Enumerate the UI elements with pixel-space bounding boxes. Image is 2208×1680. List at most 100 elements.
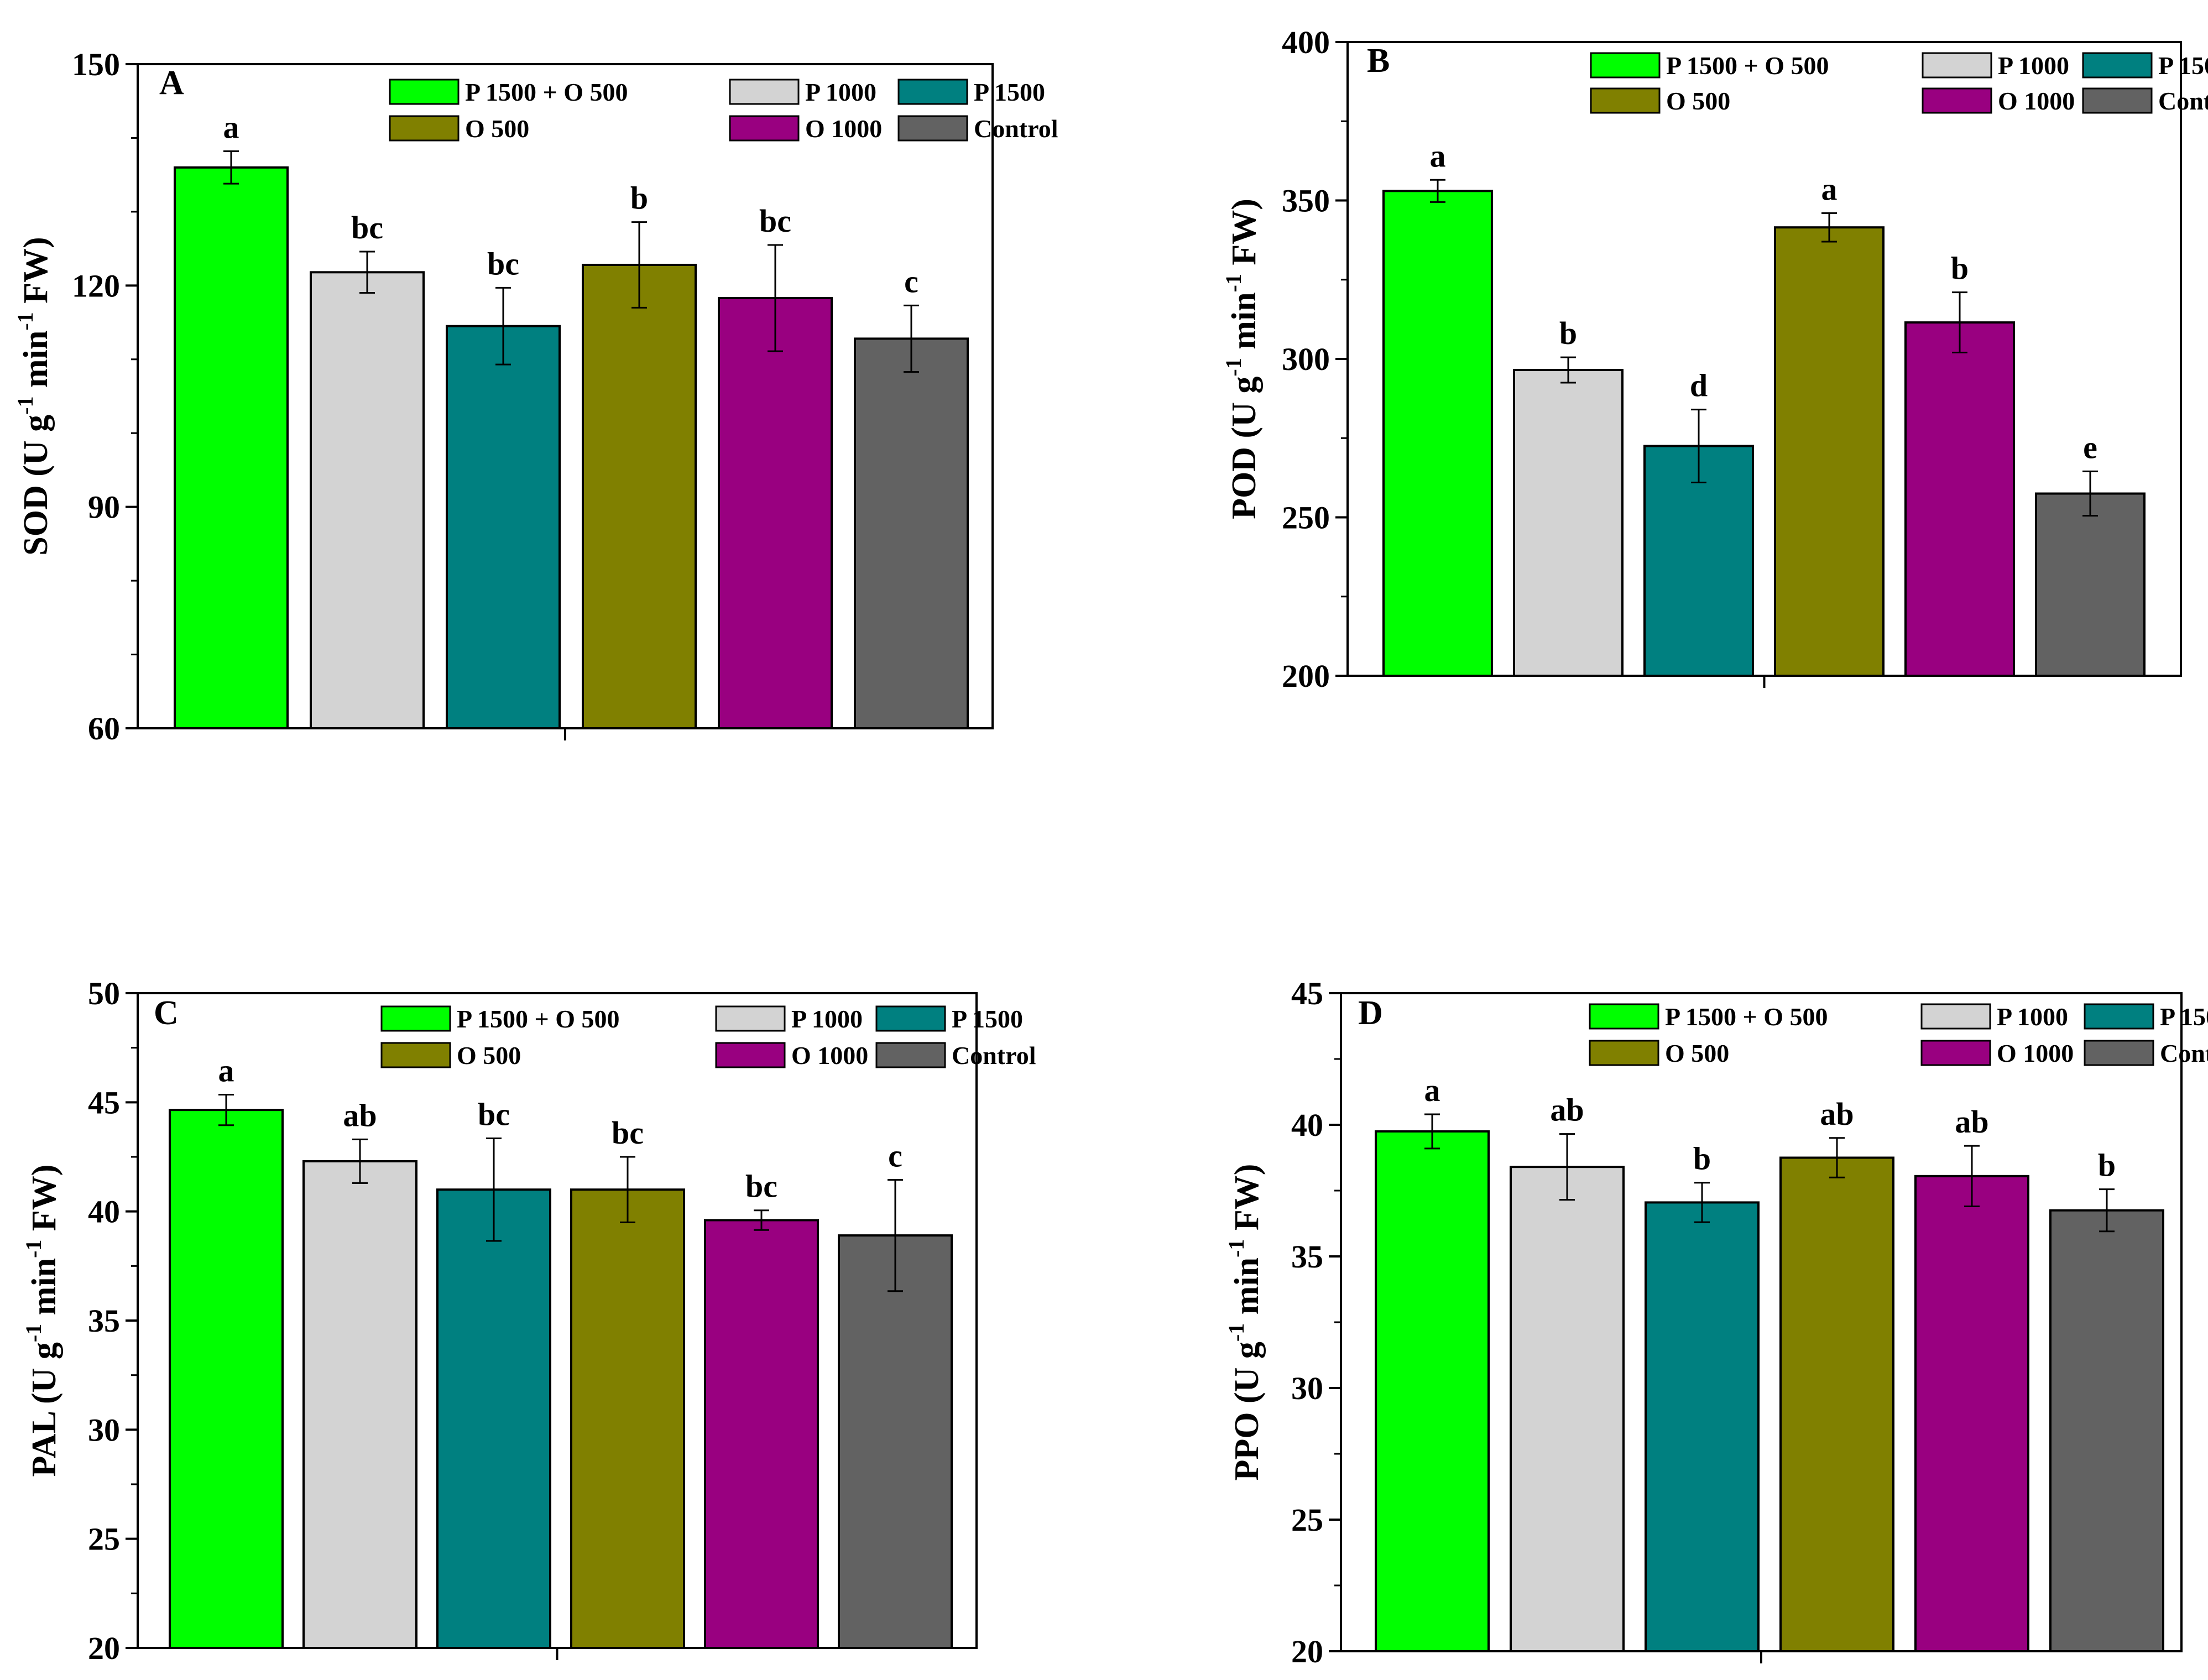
bar-o-1000 [718, 297, 833, 729]
error-bar-p-1500 [486, 1137, 502, 1242]
legend-swatch-o-500 [380, 1042, 451, 1068]
y-tick-label: 25 [1291, 1502, 1323, 1538]
legend-label-p-1500-o-500: P 1500 + O 500 [457, 1005, 620, 1033]
legend-b: P 1500 + O 500 P 1000 P 1500 O 500 O 1000 Con… [1590, 51, 2208, 115]
y-tick-label: 45 [88, 1084, 120, 1120]
legend-label-p-1500-o-500: P 1500 + O 500 [1665, 1003, 1828, 1031]
bar-o-500 [582, 263, 697, 730]
legend-label-o-500: O 500 [1666, 87, 1730, 115]
legend-swatch-p-1500-o-500 [1590, 52, 1661, 79]
y-tick-label: 20 [88, 1630, 120, 1666]
legend-swatch-p-1500 [897, 79, 968, 105]
significance-letter-p-1000: ab [1550, 1092, 1584, 1128]
bar-control [2049, 1209, 2164, 1652]
legend-swatch-o-500 [1589, 1040, 1659, 1066]
y-tick-label: 300 [1282, 341, 1330, 377]
error-bar-o-500 [631, 221, 647, 309]
error-bar-p-1000 [1560, 356, 1576, 384]
y-tick-label: 60 [88, 711, 120, 747]
error-bar-o-1000 [768, 244, 783, 352]
bar-o-1000 [1914, 1175, 2029, 1653]
chart-panel-a: a bc bc b bc c 60 90 120 150 SOD (U g-1 min-1 FW) A… [13, 46, 1058, 747]
significance-letter-o-1000: bc [745, 1168, 777, 1204]
legend-label-p-1500: P 1500 [952, 1005, 1023, 1033]
legend-label-p-1500: P 1500 [2160, 1003, 2208, 1031]
y-tick-label: 45 [1291, 975, 1323, 1011]
significance-letter-p-1500: d [1690, 368, 1708, 404]
legend-swatch-control [2082, 87, 2153, 114]
error-bar-p-1500 [1691, 409, 1706, 483]
y-tick-label: 200 [1282, 658, 1330, 694]
error-bar-control [904, 304, 919, 373]
bar-o-500 [1779, 1156, 1894, 1652]
legend-label-o-1000: O 1000 [1998, 87, 2075, 115]
significance-letter-p-1500: bc [478, 1096, 510, 1132]
bar-p-1500 [446, 325, 561, 729]
legend-swatch-p-1000 [1922, 52, 1992, 79]
bar-p-1500 [1643, 445, 1754, 677]
legend-label-control: Control [2160, 1039, 2208, 1067]
legend-swatch-p-1500-o-500 [1589, 1003, 1659, 1030]
y-tick-label: 150 [72, 46, 120, 82]
significance-letter-control: c [904, 263, 918, 299]
legend-label-p-1500: P 1500 [2158, 51, 2208, 80]
y-axis-label-d: PPO (U g-1 min-1 FW) [1224, 1164, 1266, 1481]
legend-label-p-1000: P 1000 [1997, 1003, 2068, 1031]
legend-swatch-control [875, 1042, 946, 1068]
legend-label-o-1000: O 1000 [805, 114, 882, 143]
legend-label-o-500: O 500 [457, 1041, 521, 1069]
significance-letter-o-1000: bc [759, 203, 791, 239]
significance-letter-p-1500-o-500: a [223, 109, 239, 145]
error-bar-o-500 [620, 1156, 635, 1223]
y-tick-label: 350 [1282, 183, 1330, 219]
bar-p-1000 [302, 1160, 417, 1649]
bar-control [838, 1234, 953, 1650]
bar-p-1500 [436, 1188, 551, 1649]
bar-o-1000 [704, 1219, 819, 1650]
error-bar-control [2082, 470, 2098, 517]
significance-letter-o-1000: ab [1955, 1104, 1988, 1140]
y-axis-label-c: PAL (U g-1 min-1 FW) [21, 1165, 63, 1477]
bar-o-500 [570, 1188, 685, 1649]
y-tick-label: 30 [1291, 1370, 1323, 1406]
bar-p-1000 [310, 271, 425, 729]
significance-letter-p-1000: ab [343, 1097, 377, 1133]
bar-p-1500 [1645, 1201, 1760, 1652]
error-bar-p-1000 [1559, 1133, 1575, 1201]
legend-label-p-1500: P 1500 [974, 78, 1045, 106]
bar-o-500 [1774, 226, 1885, 677]
legend-label-control: Control [952, 1041, 1036, 1069]
legend-swatch-p-1500-o-500 [389, 79, 460, 105]
legend-swatch-p-1000 [715, 1005, 786, 1032]
y-tick-label: 35 [88, 1303, 120, 1339]
y-tick-label: 400 [1282, 24, 1330, 60]
error-bar-p-1500 [495, 286, 511, 366]
y-tick-label: 120 [72, 268, 120, 304]
legend-swatch-p-1500 [875, 1005, 946, 1032]
significance-letter-control: b [2098, 1147, 2116, 1183]
error-bar-control [888, 1178, 903, 1292]
panel-label-d: D [1358, 994, 1383, 1032]
bar-control [854, 337, 969, 729]
error-bar-p-1000 [352, 1138, 368, 1184]
legend-swatch-o-500 [389, 115, 460, 142]
y-tick-label: 50 [88, 975, 120, 1011]
legend-swatch-o-500 [1590, 87, 1661, 114]
error-bar-o-1000 [1952, 291, 1967, 354]
legend-swatch-p-1500 [2082, 52, 2153, 79]
panel-label-b: B [1367, 42, 1390, 80]
error-bar-o-1000 [1964, 1145, 1980, 1208]
bar-p-1500-o-500 [1375, 1130, 1490, 1652]
legend-label-o-1000: O 1000 [1997, 1039, 2074, 1067]
significance-letter-o-500: a [1821, 171, 1838, 207]
significance-letter-p-1000: b [1559, 315, 1577, 351]
error-bar-control [2099, 1188, 2115, 1233]
y-axis-label-b: POD (U g-1 min-1 FW) [1221, 199, 1263, 519]
error-bar-p-1500-o-500 [223, 150, 239, 185]
error-bar-p-1500-o-500 [1424, 1113, 1440, 1150]
legend-label-p-1500-o-500: P 1500 + O 500 [1666, 51, 1829, 80]
legend-label-p-1000: P 1000 [805, 78, 876, 106]
chart-panel-c: a ab bc bc bc c 20 25 30 35 40 45 50 PAL (U g-1 min-1… [21, 975, 1036, 1666]
error-bar-o-500 [1829, 1137, 1845, 1178]
